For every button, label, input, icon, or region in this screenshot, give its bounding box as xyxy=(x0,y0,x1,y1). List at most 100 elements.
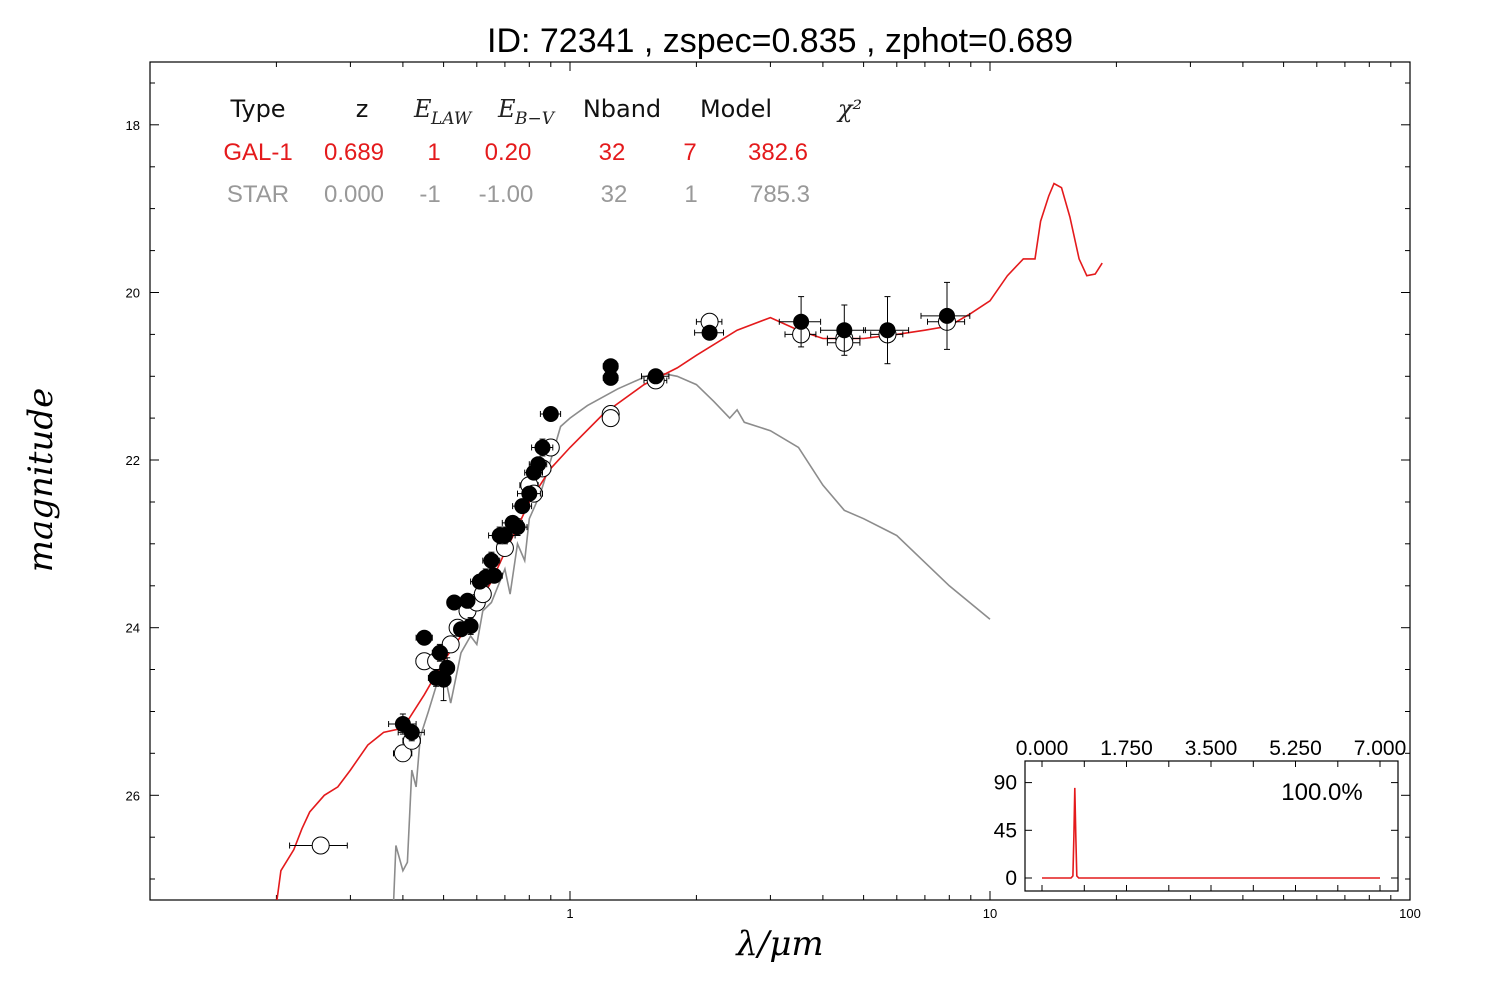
row-gal-z: 0.689 xyxy=(324,139,384,166)
observed-marker xyxy=(530,456,547,473)
observed-photometry-point xyxy=(863,296,910,365)
inset-frame xyxy=(1024,760,1399,892)
observed-photometry-point xyxy=(462,617,479,635)
redshift-pdf-line xyxy=(1042,787,1380,879)
table-header-elaw: E LAW xyxy=(413,95,473,129)
observed-marker xyxy=(439,659,456,676)
inset-y-tick-label: 0 xyxy=(1005,867,1017,890)
y-tick-label: 18 xyxy=(126,118,140,133)
inset-probability-label: 100.0% xyxy=(1281,779,1362,806)
model-marker xyxy=(601,409,620,428)
observed-photometry-point xyxy=(517,485,541,502)
row-star-ebv: -1.00 xyxy=(479,181,534,208)
inset-x-tick-label: 7.000 xyxy=(1354,737,1407,760)
observed-marker xyxy=(403,724,420,741)
observed-marker xyxy=(446,594,463,611)
observed-marker xyxy=(416,629,433,646)
observed-marker xyxy=(836,322,853,339)
inset-x-tick-label: 0.000 xyxy=(1016,737,1069,760)
observed-marker xyxy=(793,313,810,330)
chart-title: ID: 72341 , zspec=0.835 , zphot=0.689 xyxy=(487,22,1073,60)
inset-y-tick-label: 45 xyxy=(994,819,1017,842)
observed-marker xyxy=(483,552,500,569)
row-gal-elaw: 1 xyxy=(427,139,440,166)
row-gal-ebv: 0.20 xyxy=(485,139,532,166)
observed-marker xyxy=(459,592,476,609)
observed-marker xyxy=(462,618,479,634)
table-header-z: z xyxy=(356,95,369,123)
model-marker xyxy=(393,744,412,763)
observed-marker xyxy=(602,369,619,386)
galaxy-template-line xyxy=(276,182,1103,900)
inset-axes-ticks: 0.000 1.750 3.500 5.250 7.000 90 45 0 xyxy=(994,737,1407,891)
row-gal-type: GAL-1 xyxy=(223,139,292,166)
row-gal-nband: 32 xyxy=(599,139,626,166)
observed-photometry-point xyxy=(920,281,971,350)
table-header-ebv: E B−V xyxy=(497,95,556,129)
x-axis-label: λ/μm xyxy=(734,924,823,964)
inset-x-tick-label: 1.750 xyxy=(1100,737,1153,760)
observed-marker xyxy=(701,324,718,341)
y-tick-label: 26 xyxy=(126,788,140,803)
svg-text:LAW: LAW xyxy=(430,109,473,129)
observed-photometry-point xyxy=(512,498,533,515)
clipped-series xyxy=(276,182,1103,900)
model-photometry-point xyxy=(393,744,413,763)
observed-photometry-point xyxy=(397,723,425,742)
table-row-gal: GAL-1 0.689 1 0.20 32 7 382.6 xyxy=(223,139,808,166)
observed-photometry-point xyxy=(485,567,503,584)
observed-photometry-point xyxy=(507,518,528,536)
model-marker xyxy=(311,836,330,855)
row-gal-model: 7 xyxy=(683,139,696,166)
redshift-pdf-inset: 0.000 1.750 3.500 5.250 7.000 90 45 0 100.0% xyxy=(994,737,1407,892)
observed-photometry-point xyxy=(459,592,476,609)
fit-table: Type z E LAW E B−V Nband Model χ² GAL-1 … xyxy=(223,95,862,208)
y-tick-label: 24 xyxy=(126,621,140,636)
star-template-line xyxy=(392,371,991,900)
x-tick-label: 10 xyxy=(983,906,997,921)
plot-frame xyxy=(149,61,1411,901)
svg-text:B−V: B−V xyxy=(514,109,556,129)
x-tick-label: 1 xyxy=(566,906,573,921)
inset-y-tick-label: 90 xyxy=(994,772,1017,795)
observed-photometry-point xyxy=(641,368,670,385)
observed-marker xyxy=(514,498,531,515)
observed-photometry-point xyxy=(439,657,456,679)
inset-x-tick-label: 5.250 xyxy=(1269,737,1322,760)
observed-photometry-point xyxy=(431,643,448,662)
observed-photometry-point xyxy=(528,456,548,473)
observed-marker xyxy=(521,485,538,502)
observed-photometry-point xyxy=(415,629,433,646)
observed-marker xyxy=(542,406,559,422)
svg-text:E: E xyxy=(497,95,516,123)
observed-marker xyxy=(879,322,896,339)
row-star-chi2: 785.3 xyxy=(750,181,810,208)
observed-photometry-point xyxy=(602,369,619,386)
y-axis-label: magnitude xyxy=(21,388,61,573)
observed-marker xyxy=(496,527,513,544)
main-plot-area xyxy=(276,182,1103,900)
observed-photometry-point xyxy=(820,304,866,356)
observed-photometry-point xyxy=(493,526,516,545)
observed-photometry-point xyxy=(531,438,554,457)
inset-x-tick-label: 3.500 xyxy=(1185,737,1238,760)
table-header-type: Type xyxy=(229,95,285,123)
observed-photometry-point xyxy=(539,406,562,422)
observed-photometry-point xyxy=(694,324,724,341)
observed-photometry-point xyxy=(446,594,463,611)
inset-plot-area xyxy=(1042,787,1380,879)
observed-marker xyxy=(486,567,503,584)
x-tick-label: 100 xyxy=(1399,906,1421,921)
y-tick-label: 22 xyxy=(126,453,140,468)
observed-marker xyxy=(534,439,551,456)
table-header-chi2: χ² xyxy=(836,95,862,123)
observed-photometry-point xyxy=(482,551,501,570)
model-photometry-point xyxy=(289,836,348,855)
observed-marker xyxy=(509,519,526,536)
y-tick-label: 20 xyxy=(126,286,140,301)
observed-marker xyxy=(939,307,955,324)
table-header-model: Model xyxy=(700,95,772,123)
model-photometry-point xyxy=(601,409,620,428)
